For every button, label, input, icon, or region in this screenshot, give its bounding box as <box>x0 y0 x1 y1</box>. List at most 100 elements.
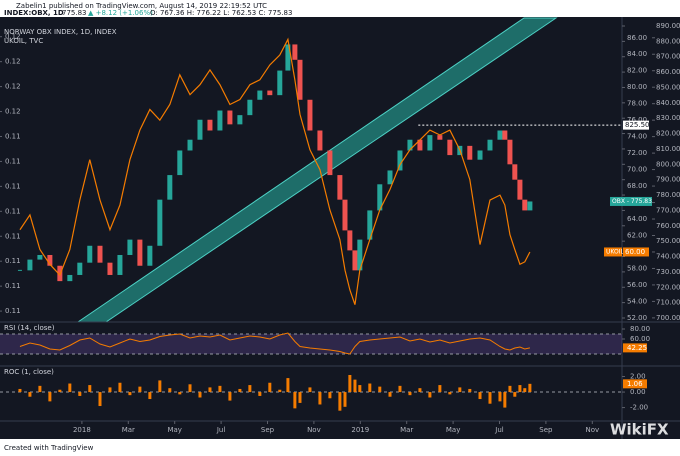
bar <box>48 392 52 402</box>
candle <box>477 150 483 160</box>
candle <box>357 239 363 271</box>
bar <box>118 382 122 393</box>
y-tick-label: 810.00 <box>656 145 680 153</box>
candle <box>417 139 423 151</box>
candle <box>337 175 343 200</box>
candle <box>347 230 353 251</box>
candle <box>317 130 323 151</box>
bar <box>98 392 102 407</box>
x-tick-label: May <box>446 426 460 434</box>
candle <box>217 110 223 131</box>
candle <box>497 130 503 140</box>
candle <box>327 150 333 176</box>
candle <box>397 150 403 171</box>
bar <box>58 389 62 393</box>
candle <box>377 184 383 211</box>
pane-title: RSI (14, close) <box>4 324 55 332</box>
bar <box>238 388 242 393</box>
series-line <box>19 37 531 305</box>
candle <box>267 90 273 96</box>
bar <box>198 392 202 398</box>
footer-credit: Created with TradingView <box>4 444 94 452</box>
x-tick-label: Jul <box>494 426 504 434</box>
x-tick-label: Mar <box>122 426 135 434</box>
bar <box>478 392 482 400</box>
bar <box>448 392 452 395</box>
candle <box>352 250 358 271</box>
bar <box>248 385 252 393</box>
y-tick-label: 0.00 <box>630 388 646 396</box>
bar <box>286 378 290 393</box>
watermark: WikiFX <box>610 421 669 439</box>
candle <box>517 179 523 200</box>
y2-tick-label: 74.00 <box>627 133 647 141</box>
bar <box>528 383 532 393</box>
y-tick-label: 750.00 <box>656 237 680 245</box>
candle <box>237 115 243 125</box>
candle <box>277 70 283 96</box>
last-value-label: 1.06 <box>627 380 643 388</box>
y2-tick-label: 76.00 <box>627 116 647 124</box>
last-value-box <box>610 196 652 206</box>
bar <box>418 388 422 393</box>
bar <box>318 392 322 405</box>
bar <box>68 383 72 393</box>
y-tick-label: 770.00 <box>656 206 680 214</box>
y3-tick-label: 0.12 <box>5 58 21 66</box>
candle <box>77 262 83 275</box>
x-tick-label: Sep <box>539 426 553 434</box>
bar <box>378 386 382 393</box>
y2-tick-label: 86.00 <box>627 34 647 42</box>
y-tick-label: 880.00 <box>656 37 680 45</box>
bar <box>268 382 272 393</box>
bar <box>388 392 392 397</box>
y2-tick-label: 80.00 <box>627 83 647 91</box>
y2-tick-label: 56.00 <box>627 281 647 289</box>
y3-tick-label: 0.12 <box>5 33 21 41</box>
y2-tick-label: 68.00 <box>627 182 647 190</box>
bar <box>513 392 517 397</box>
bar <box>218 385 222 393</box>
bar <box>468 388 472 393</box>
bar <box>258 392 262 396</box>
bar <box>353 379 357 393</box>
candle <box>207 119 213 131</box>
x-tick-label: Nov <box>307 426 321 434</box>
change: ▲ +8.12 (+1.06%) <box>88 9 153 17</box>
candle <box>285 44 291 71</box>
bar <box>343 392 347 407</box>
bar <box>498 392 502 402</box>
y-tick-label: 830.00 <box>656 114 680 122</box>
last-value-box <box>623 343 647 353</box>
y3-tick-label: 0.11 <box>5 307 21 315</box>
bar <box>518 385 522 393</box>
candle <box>187 139 193 151</box>
last-value-label: 60.00 <box>625 248 645 256</box>
y3-tick-label: 0.11 <box>5 132 21 140</box>
candle <box>87 245 93 263</box>
bar <box>298 392 302 403</box>
candle <box>27 259 33 271</box>
last-value-box <box>623 379 647 389</box>
bar <box>228 392 232 401</box>
bar <box>503 392 507 408</box>
x-tick-label: Mar <box>400 426 413 434</box>
y-tick-label: 850.00 <box>656 83 680 91</box>
candle <box>177 150 183 176</box>
band-fill <box>0 334 622 354</box>
candle <box>507 139 513 165</box>
y-tick-label: 890.00 <box>656 22 680 30</box>
candle <box>437 135 443 140</box>
candle <box>512 164 518 180</box>
bar <box>508 385 512 393</box>
candle <box>67 274 73 282</box>
pane-annotation: UKOIL, TVC <box>4 37 43 45</box>
last-value-box <box>623 247 649 257</box>
level-label-box <box>623 120 649 130</box>
x-tick-label: May <box>167 426 181 434</box>
candle <box>197 119 203 140</box>
bar <box>278 389 282 393</box>
y-tick-label: 800.00 <box>656 160 680 168</box>
bar <box>108 387 112 393</box>
candle <box>342 199 348 231</box>
